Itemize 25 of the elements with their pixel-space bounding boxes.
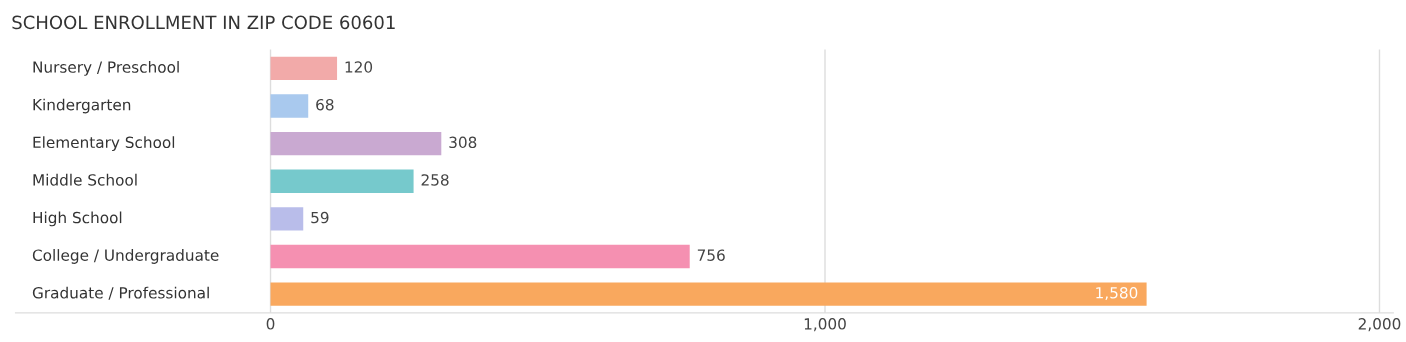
- y-tick-label: Nursery / Preschool: [33, 61, 179, 76]
- bar: [270, 282, 1147, 306]
- y-tick-label: Kindergarten: [33, 98, 131, 114]
- data-label: 68: [316, 98, 334, 111]
- bar: [270, 244, 690, 269]
- data-label: 59: [311, 211, 329, 224]
- bar: [270, 169, 414, 193]
- x-tick-label: 0: [266, 318, 275, 330]
- data-label: 756: [697, 249, 725, 261]
- data-label: 120: [345, 61, 373, 73]
- y-tick-label: Middle School: [33, 173, 137, 186]
- data-label: 258: [421, 174, 449, 186]
- data-label: 308: [449, 136, 477, 149]
- x-tick-label: 2,000: [1358, 318, 1401, 332]
- data-label: 1,580: [1096, 287, 1138, 301]
- y-tick-label: Graduate / Professional: [32, 286, 209, 300]
- bar: [270, 94, 309, 118]
- y-tick-label: College / Undergraduate: [32, 249, 219, 264]
- x-tick-label: 1,000: [804, 318, 846, 332]
- bar: [270, 56, 338, 81]
- y-tick-label: High School: [33, 211, 122, 227]
- bar: [270, 207, 304, 231]
- bar: [270, 131, 442, 156]
- chart-title: SCHOOL ENROLLMENT IN ZIP CODE 60601: [12, 15, 395, 30]
- y-tick-label: Elementary School: [33, 136, 175, 152]
